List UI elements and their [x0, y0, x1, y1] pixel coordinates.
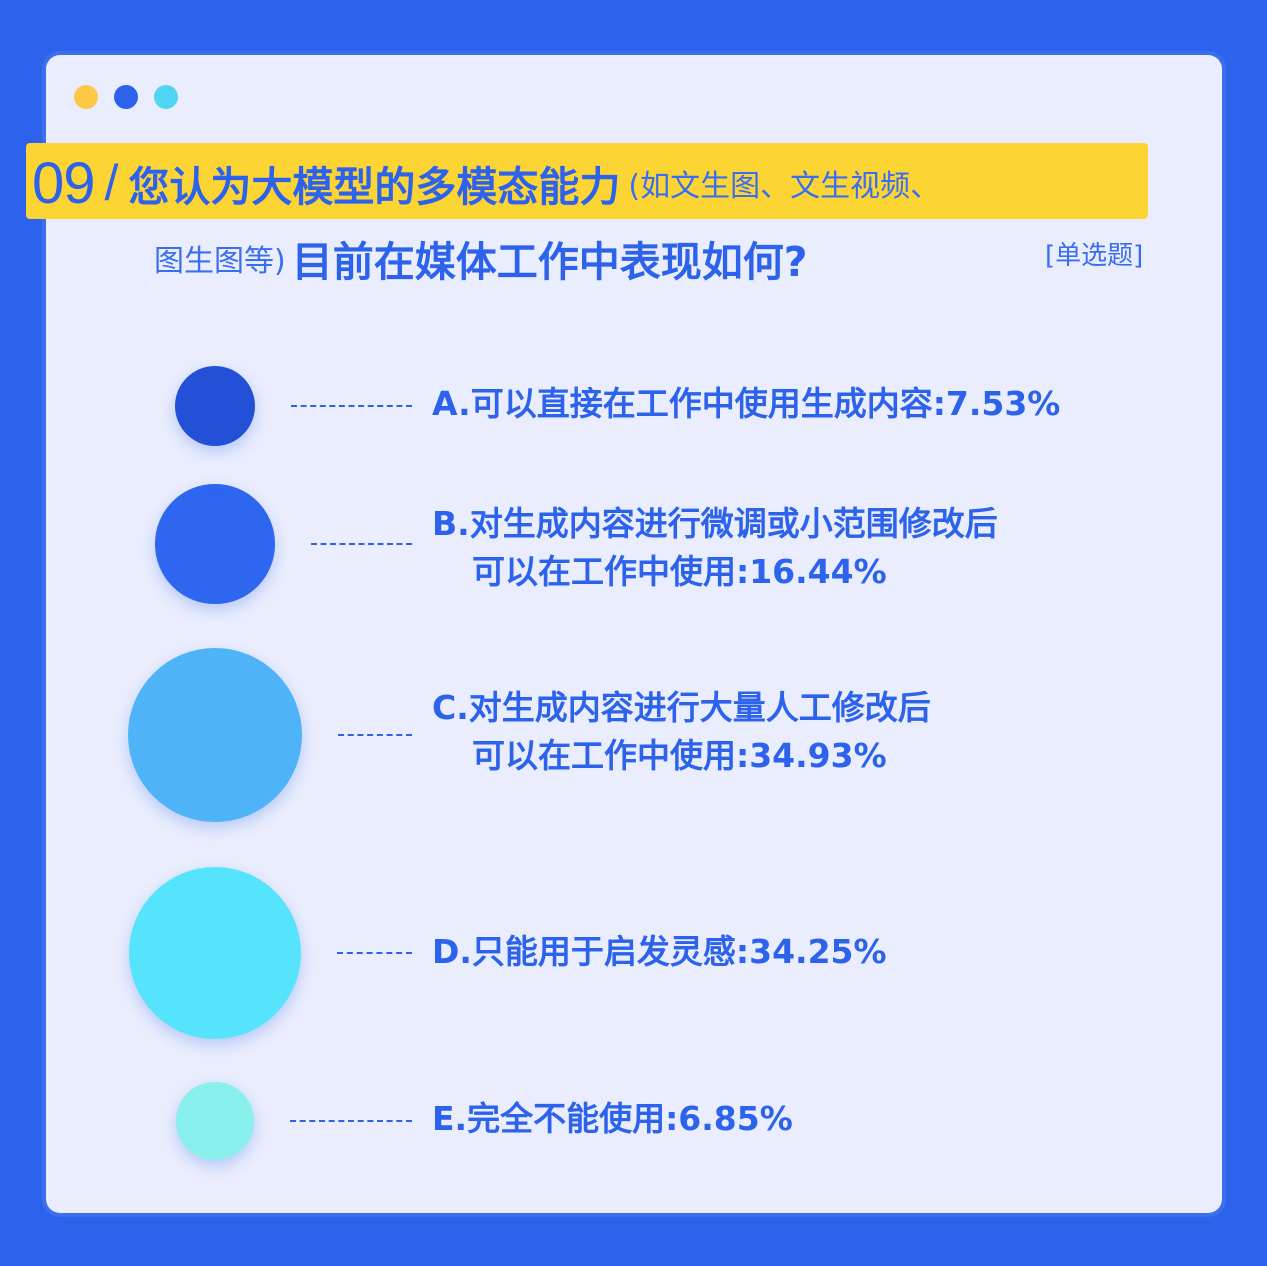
window-dot-cyan	[154, 85, 178, 109]
option-label-b-line2: 可以在工作中使用:16.44%	[472, 552, 887, 591]
option-label-b-line1: B.对生成内容进行微调或小范围修改后	[432, 504, 998, 543]
leader-line-d	[337, 952, 412, 954]
bubble-option-a	[174, 365, 256, 447]
option-label-a-line1: A.可以直接在工作中使用生成内容:7.53%	[432, 384, 1061, 423]
option-label-c-line2: 可以在工作中使用:34.93%	[472, 736, 887, 775]
option-label-e-line1: E.完全不能使用:6.85%	[432, 1099, 793, 1138]
option-label-a: A.可以直接在工作中使用生成内容:7.53%	[432, 380, 1060, 428]
bubble-option-b	[155, 484, 275, 604]
leader-line-b	[310, 543, 412, 545]
leader-line-c	[338, 734, 412, 736]
question-sub-text-1: (如文生图、文生视频、	[628, 169, 941, 204]
question-sub-text-2: 图生图等)	[154, 244, 286, 279]
question-slash: /	[104, 155, 119, 211]
option-label-d: D.只能用于启发灵感:34.25%	[432, 928, 887, 976]
bubble-option-e	[176, 1082, 254, 1160]
window-dot-blue	[114, 85, 138, 109]
leader-line-e	[289, 1120, 412, 1122]
question-type-tag: [单选题]	[1045, 241, 1144, 271]
question-title-line2: 图生图等) 目前在媒体工作中表现如何?	[154, 226, 808, 290]
option-label-c: C.对生成内容进行大量人工修改后 可以在工作中使用:34.93%	[432, 684, 931, 780]
question-number: 09	[32, 150, 96, 216]
option-label-e: E.完全不能使用:6.85%	[432, 1095, 793, 1143]
bubble-option-d	[128, 866, 302, 1040]
leader-line-a	[291, 405, 412, 407]
option-label-b: B.对生成内容进行微调或小范围修改后 可以在工作中使用:16.44%	[432, 500, 998, 596]
window-dot-yellow	[74, 85, 98, 109]
title-highlight-band	[26, 143, 1148, 219]
question-main-text-2: 目前在媒体工作中表现如何?	[291, 238, 808, 286]
question-main-text-1: 您认为大模型的多模态能力	[128, 163, 621, 211]
option-label-d-line1: D.只能用于启发灵感:34.25%	[432, 932, 887, 971]
bubble-option-c	[128, 648, 302, 822]
option-label-c-line1: C.对生成内容进行大量人工修改后	[432, 688, 931, 727]
question-title-line1: 09 / 您认为大模型的多模态能力 (如文生图、文生视频、	[32, 150, 940, 216]
